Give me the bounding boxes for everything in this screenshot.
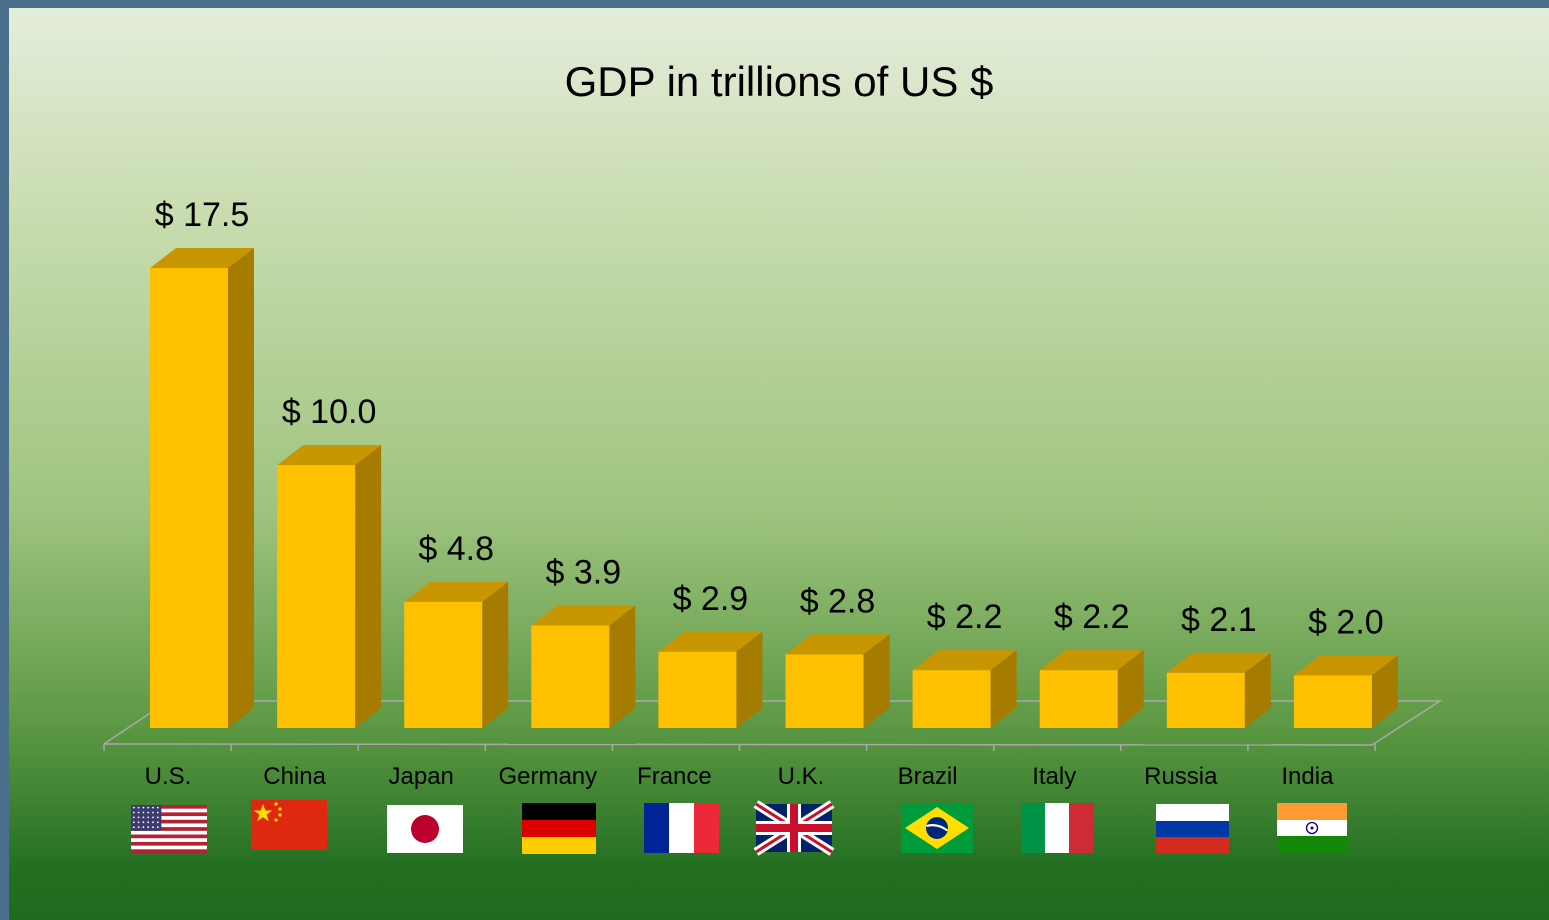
bar-top-face	[1293, 655, 1398, 676]
category-label-u-k: U.K.	[778, 763, 825, 790]
india-flag	[1277, 803, 1347, 853]
bar-top-face	[531, 605, 636, 626]
data-label-italy: $ 2.2	[1054, 598, 1130, 636]
category-label-france: France	[637, 763, 712, 790]
category-label-u-s: U.S.	[145, 763, 192, 790]
germany-flag	[522, 803, 596, 854]
bar-russia	[1166, 652, 1271, 728]
bar-side-face	[990, 650, 1017, 728]
bar-side-face	[1117, 650, 1144, 728]
bar-france	[658, 631, 763, 728]
italy-flag	[1021, 803, 1094, 853]
bar-top-face	[785, 634, 890, 655]
x-axis-line	[103, 743, 1373, 746]
category-label-brazil: Brazil	[898, 763, 958, 790]
bar-side-face	[609, 605, 636, 728]
data-label-france: $ 2.9	[673, 580, 749, 618]
bar-top-face	[150, 248, 254, 268]
category-label-india: India	[1281, 763, 1334, 790]
bar-front-face	[658, 651, 737, 728]
bar-u-s	[150, 248, 254, 728]
category-label-germany: Germany	[498, 763, 597, 790]
bar-side-face	[228, 248, 254, 728]
data-label-china: $ 10.0	[282, 393, 377, 431]
bar-top-face	[1166, 652, 1271, 673]
bar-chart: $ 17.5 $ 10.0 $ 4.8 $ 3.9 $ 2.9 $ 2.8 $ 2.2 $ 2…	[103, 196, 1443, 856]
category-label-japan: Japan	[389, 763, 454, 790]
bar-top-face	[658, 631, 763, 652]
russia-flag	[1156, 804, 1229, 854]
category-label-italy: Italy	[1032, 763, 1076, 790]
bar-front-face	[277, 465, 356, 728]
france-flag	[644, 803, 719, 853]
bar-side-face	[482, 581, 509, 728]
bar-front-face	[404, 601, 483, 728]
data-label-brazil: $ 2.2	[927, 598, 1003, 636]
data-label-india: $ 2.0	[1308, 603, 1384, 641]
brazil-flag	[901, 803, 973, 853]
bar-front-face	[531, 625, 610, 728]
bar-side-face	[1371, 655, 1398, 728]
data-label-u-k: $ 2.8	[800, 582, 876, 620]
data-label-u-s: $ 17.5	[155, 196, 250, 234]
slide: GDP in trillions of US $ $ 17.5 $ 10.0 $ 4…	[9, 8, 1549, 920]
bar-side-face	[736, 631, 763, 728]
bar-front-face	[1039, 670, 1118, 728]
bar-top-face	[912, 650, 1017, 671]
category-label-russia: Russia	[1144, 763, 1218, 790]
bar-u-k	[785, 634, 890, 728]
bar-side-face	[863, 634, 890, 728]
bar-front-face	[1293, 675, 1372, 728]
uk-flag	[753, 800, 835, 856]
bar-side-face	[355, 445, 382, 728]
bar-top-face	[277, 445, 382, 466]
chart-title: GDP in trillions of US $	[564, 58, 994, 105]
china-flag	[251, 800, 327, 850]
bar-front-face	[150, 268, 228, 728]
us-flag	[131, 805, 207, 854]
bar-china	[277, 445, 382, 728]
data-label-germany: $ 3.9	[545, 553, 621, 591]
bar-side-face	[1244, 652, 1271, 728]
data-label-russia: $ 2.1	[1181, 601, 1257, 639]
bar-front-face	[785, 654, 864, 728]
bar-italy	[1039, 650, 1144, 728]
bar-front-face	[912, 670, 991, 728]
bar-brazil	[912, 650, 1017, 728]
bar-japan	[404, 581, 509, 728]
category-label-china: China	[263, 763, 326, 790]
bar-germany	[531, 605, 636, 728]
data-label-japan: $ 4.8	[418, 530, 494, 568]
bar-front-face	[1166, 672, 1245, 728]
bar-top-face	[1039, 650, 1144, 671]
japan-flag	[387, 805, 463, 853]
bar-india	[1293, 655, 1398, 728]
bar-top-face	[404, 581, 509, 602]
